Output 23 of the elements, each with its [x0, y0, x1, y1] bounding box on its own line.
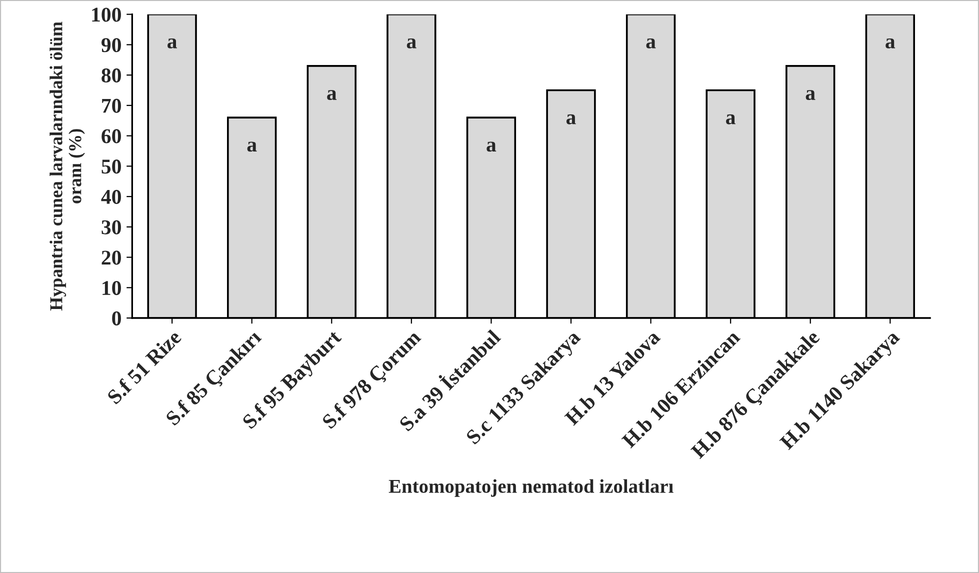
y-tick-label: 100: [92, 8, 121, 22]
y-tick-label: 50: [102, 160, 121, 174]
annotation: a: [646, 38, 656, 48]
annotation: a: [726, 114, 736, 124]
y-axis-title: Hypantria cunea larvalarındaki ölüm oranı (%): [50, 22, 85, 311]
y-tick-label: 60: [102, 129, 121, 144]
annotation: a: [566, 114, 576, 124]
annotation: a: [168, 38, 177, 48]
annotation: a: [327, 90, 337, 100]
annotation: a: [486, 142, 496, 152]
annotation: a: [806, 90, 816, 100]
x-axis-title: Entomopatojen nematod izolatları: [388, 479, 674, 497]
y-tick-label: 30: [102, 220, 121, 234]
y-tick-label: 40: [101, 190, 121, 204]
y-tick-label: 20: [102, 250, 121, 265]
annotation: a: [247, 142, 257, 152]
y-tick-label: 10: [102, 281, 121, 296]
annotation: a: [406, 38, 416, 48]
annotation: a: [886, 38, 896, 48]
y-tick-label: 80: [102, 68, 121, 82]
y-tick-label: 90: [101, 38, 121, 52]
y-tick-label: 0: [112, 311, 121, 326]
y-tick-label: 70: [102, 98, 121, 113]
